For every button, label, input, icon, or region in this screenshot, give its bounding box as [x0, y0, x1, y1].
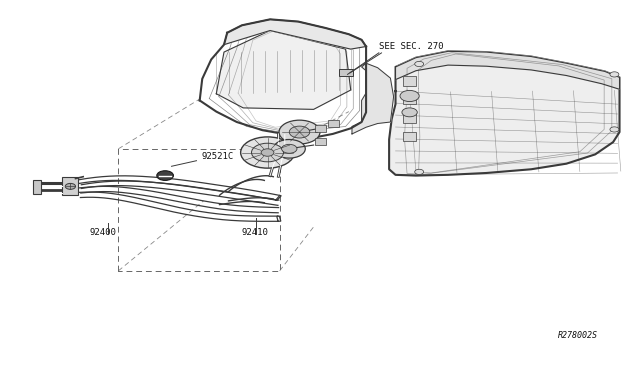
Polygon shape [224, 19, 366, 49]
Circle shape [415, 61, 424, 67]
Circle shape [610, 127, 619, 132]
Text: 92410: 92410 [242, 228, 269, 237]
Circle shape [252, 143, 284, 162]
Circle shape [415, 169, 424, 174]
Polygon shape [352, 63, 394, 134]
Circle shape [273, 140, 305, 158]
Circle shape [400, 90, 419, 102]
Polygon shape [396, 51, 620, 89]
Circle shape [241, 137, 294, 168]
Bar [328, 120, 339, 127]
Text: R278002S: R278002S [559, 331, 598, 340]
Text: 92400: 92400 [90, 228, 116, 237]
Circle shape [289, 126, 310, 138]
Bar [403, 76, 416, 86]
Text: 92521C: 92521C [202, 152, 234, 161]
Circle shape [261, 149, 274, 156]
Text: SEE SEC. 270: SEE SEC. 270 [379, 42, 444, 51]
Bar [62, 177, 78, 195]
Circle shape [157, 171, 173, 180]
Circle shape [610, 72, 619, 77]
Bar [403, 113, 416, 123]
Circle shape [402, 108, 417, 117]
Bar [33, 180, 41, 194]
Polygon shape [216, 31, 351, 109]
Polygon shape [389, 51, 620, 176]
Bar [403, 95, 416, 104]
Bar [403, 132, 416, 141]
Circle shape [282, 144, 297, 153]
Circle shape [65, 183, 76, 189]
Circle shape [279, 120, 320, 144]
Bar [315, 125, 326, 132]
Bar [315, 138, 326, 145]
Bar [339, 69, 353, 76]
